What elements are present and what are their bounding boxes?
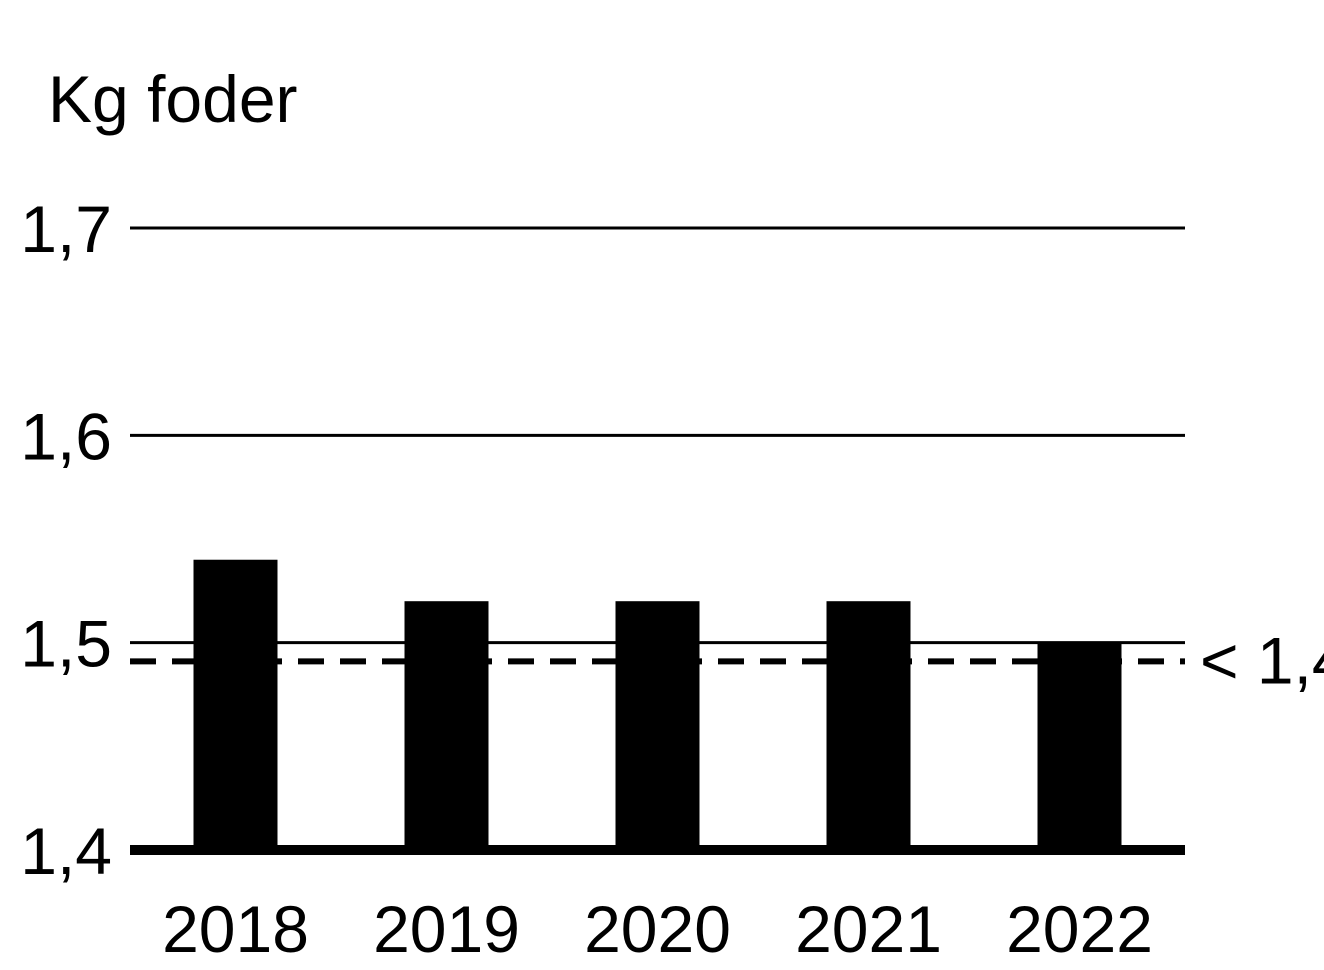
bar — [193, 559, 278, 850]
bar — [1037, 642, 1122, 850]
x-axis-ticks: 2018 2019 2020 2021 2022 — [162, 892, 1153, 966]
bars — [193, 559, 1122, 850]
x-tick-label: 2020 — [584, 892, 731, 965]
x-tick-label: 2019 — [373, 892, 520, 965]
y-axis-ticks: 1,4 1,5 1,6 1,7 — [20, 192, 112, 888]
y-tick-label: 1,6 — [20, 399, 112, 473]
bar — [615, 601, 700, 850]
y-tick-label: 1,7 — [20, 192, 112, 266]
reference-line-group: < 1,49 — [130, 623, 1324, 697]
x-tick-label: 2018 — [162, 892, 309, 965]
bar — [404, 601, 489, 850]
y-tick-label: 1,4 — [20, 814, 112, 888]
y-axis-label: Kg foder — [48, 62, 298, 136]
x-tick-label: 2022 — [1006, 892, 1153, 965]
reference-line-label: < 1,49 — [1200, 623, 1324, 697]
grid-lines — [130, 226, 1185, 645]
bar — [826, 601, 911, 850]
y-tick-label: 1,5 — [20, 607, 112, 681]
x-tick-label: 2021 — [795, 892, 942, 965]
